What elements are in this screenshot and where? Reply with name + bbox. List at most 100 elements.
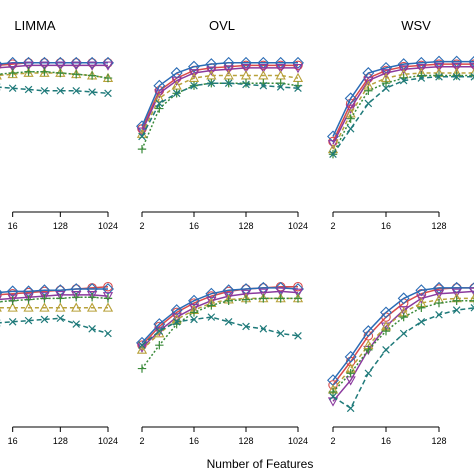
data-point (224, 296, 233, 305)
x-tick-label: 128 (431, 436, 446, 446)
x-tick-label: 128 (238, 221, 253, 231)
data-point (138, 341, 146, 349)
data-point (382, 346, 390, 354)
data-point (86, 302, 98, 312)
data-point (40, 315, 49, 324)
data-point (71, 302, 82, 312)
data-point (154, 327, 165, 337)
data-point (207, 313, 216, 321)
data-point (452, 73, 461, 81)
panel-title: WSV (401, 18, 431, 33)
series-line (332, 63, 474, 142)
data-point (170, 67, 183, 79)
data-point (155, 340, 164, 350)
data-point (39, 292, 50, 302)
data-point (206, 66, 217, 76)
data-point (8, 296, 17, 305)
data-point (56, 68, 65, 78)
series-line (141, 74, 299, 135)
series-5 (0, 293, 113, 305)
series-line (0, 288, 108, 294)
data-point (88, 88, 96, 96)
data-point (223, 65, 234, 75)
series-1 (137, 60, 303, 134)
data-point (452, 71, 461, 80)
data-point (468, 282, 474, 294)
x-tick-label: 128 (431, 221, 446, 231)
data-point (328, 387, 338, 397)
data-point (242, 322, 250, 331)
data-point (154, 89, 165, 99)
series-6 (138, 313, 302, 349)
data-point (259, 81, 268, 90)
series-line (332, 290, 474, 402)
data-point (206, 296, 217, 307)
series-line (0, 317, 109, 335)
series-6 (0, 314, 112, 338)
data-point (258, 64, 269, 74)
data-point (86, 56, 99, 69)
data-point (398, 65, 409, 75)
data-point (70, 56, 83, 69)
series-line (0, 72, 109, 79)
data-point (72, 293, 81, 302)
data-point (329, 150, 337, 159)
x-tick-label: 1024 (98, 221, 118, 231)
data-point (452, 296, 461, 305)
panel-title: OVL (209, 18, 235, 33)
data-point (0, 291, 2, 299)
data-point (7, 62, 18, 72)
series-line (141, 82, 299, 137)
data-point (56, 294, 65, 303)
x-tick-label: 2 (139, 436, 144, 446)
data-point (207, 301, 216, 310)
data-point (469, 287, 474, 297)
data-point (189, 308, 199, 317)
data-point (381, 78, 391, 88)
data-point (364, 99, 373, 108)
data-point (258, 70, 269, 80)
series-line (141, 290, 299, 349)
data-point (224, 318, 233, 326)
series-3 (0, 290, 114, 304)
data-point (24, 316, 33, 325)
data-point (364, 86, 373, 95)
data-point (171, 76, 182, 86)
series-2 (0, 56, 114, 69)
chart-panel-4: 16 128 1024 (0, 281, 118, 446)
data-point (23, 293, 34, 303)
data-point (23, 302, 34, 312)
data-point (224, 79, 233, 87)
data-point (102, 302, 114, 312)
series-3 (136, 64, 304, 137)
data-point (223, 70, 234, 80)
series-line (332, 287, 474, 381)
series-line (332, 297, 474, 391)
data-point (6, 56, 19, 69)
data-point (188, 72, 200, 82)
x-tick-label: 1024 (98, 436, 118, 446)
data-point (24, 295, 33, 304)
series-2 (136, 281, 304, 349)
chart-panel-1: LIMMA 16 128 1024 (0, 18, 118, 231)
data-point (222, 56, 235, 69)
x-tick-label: 128 (238, 436, 253, 446)
data-point (72, 70, 81, 79)
data-point (39, 61, 50, 71)
data-point (292, 288, 304, 298)
data-point (240, 70, 252, 80)
data-point (136, 336, 148, 349)
data-point (207, 79, 216, 87)
data-point (363, 76, 374, 86)
data-point (381, 326, 391, 336)
series-line (141, 316, 299, 346)
data-point (346, 114, 355, 123)
data-point (259, 325, 268, 333)
x-tick-label: 2 (330, 221, 335, 231)
data-point (0, 289, 3, 296)
data-point (86, 61, 98, 71)
series-line (141, 297, 298, 370)
series-line (0, 307, 108, 309)
data-point (87, 71, 97, 80)
